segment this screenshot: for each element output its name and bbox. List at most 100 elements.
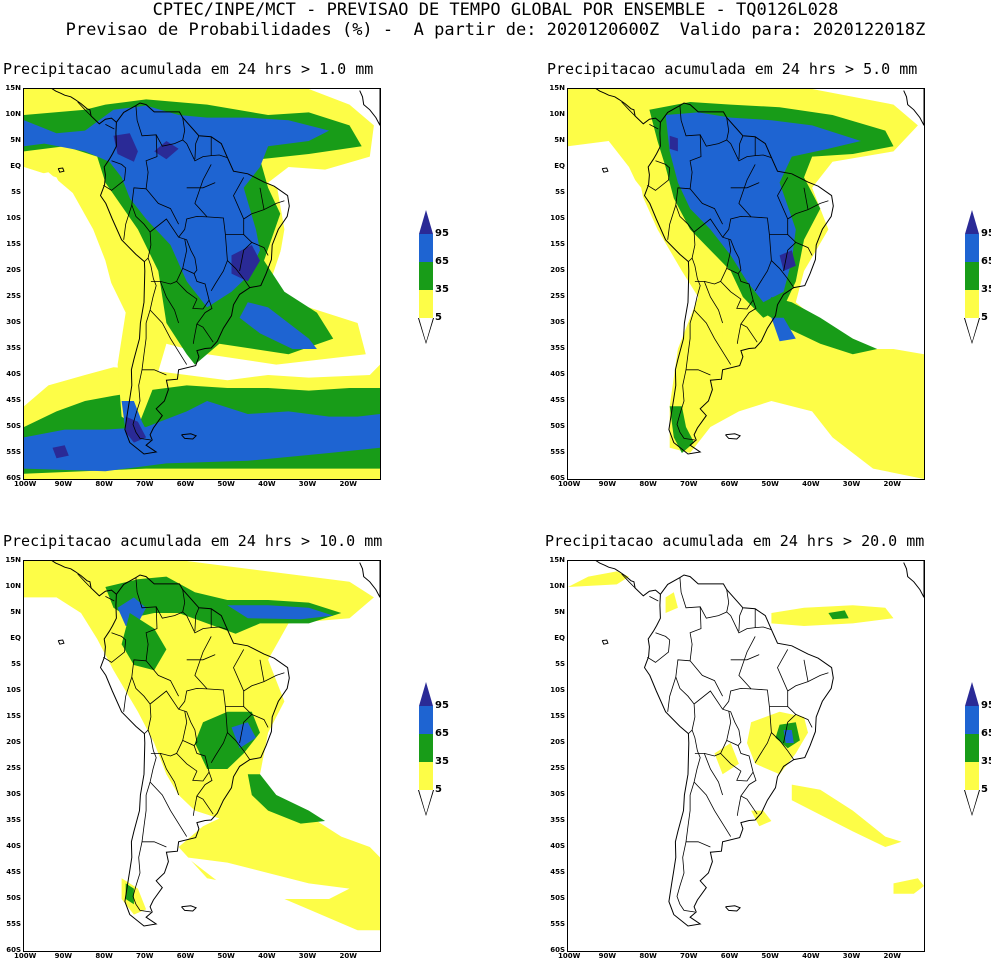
legend-top-arrow — [419, 682, 433, 706]
legend-label: 5 — [981, 312, 988, 323]
lat-tick-label: 20S — [6, 266, 21, 274]
lat-tick-label: 25S — [6, 764, 21, 772]
probability-area-darkblue — [779, 250, 796, 271]
probability-area-blue — [231, 722, 256, 749]
lat-tick-label: 10N — [5, 110, 21, 118]
probability-area-white — [820, 172, 914, 292]
country-border — [699, 134, 727, 147]
country-border — [722, 687, 770, 710]
lon-tick-label: 90W — [598, 480, 617, 488]
country-border — [726, 710, 732, 741]
probability-area-darkblue — [669, 135, 678, 152]
lon-tick-label: 80W — [639, 480, 657, 488]
lat-tick-label: 60S — [550, 946, 565, 954]
color-legend: 95 65 35 5 — [418, 682, 463, 827]
country-border — [259, 187, 265, 210]
lon-tick-label: 70W — [136, 480, 154, 488]
country-border — [196, 299, 214, 343]
legend-label: 35 — [981, 756, 991, 767]
country-border — [676, 257, 701, 441]
lon-tick-label: 40W — [802, 480, 820, 488]
country-border — [259, 659, 265, 682]
country-border — [738, 607, 744, 632]
legend-swatch — [965, 234, 979, 262]
country-border — [196, 771, 214, 815]
legend-label: 5 — [435, 312, 442, 323]
probability-area-green — [669, 406, 695, 453]
legend-swatch — [965, 734, 979, 762]
lon-tick-label: 20W — [883, 480, 901, 488]
country-border — [155, 134, 183, 147]
coastline-feature — [51, 89, 117, 125]
country-border — [647, 160, 671, 191]
country-border — [243, 706, 269, 728]
country-border — [77, 101, 92, 117]
country-border — [135, 105, 158, 189]
country-border — [693, 781, 732, 837]
lon-tick-label: 40W — [258, 480, 276, 488]
country-border — [703, 753, 723, 796]
lat-tick-label: 15S — [550, 240, 565, 248]
lat-tick-label: EQ — [554, 634, 565, 642]
lon-tick-label: 60W — [720, 480, 739, 488]
legend-top-arrow — [965, 682, 979, 706]
probability-area-white — [24, 602, 134, 925]
legend-label: 65 — [435, 728, 449, 739]
probability-area-blue — [227, 605, 334, 620]
coastline-feature — [181, 433, 198, 440]
country-border — [150, 267, 210, 310]
country-border — [186, 182, 216, 189]
probability-area-white — [276, 172, 370, 292]
country-border — [769, 649, 789, 708]
country-border — [787, 200, 829, 220]
coastline — [99, 574, 290, 927]
probability-area-white — [860, 297, 924, 344]
lon-tick-label: 20W — [339, 952, 357, 960]
country-border — [694, 267, 754, 310]
country-border — [132, 729, 157, 913]
lat-tick-label: 10N — [5, 582, 21, 590]
country-border — [243, 200, 285, 220]
country-border — [722, 215, 770, 238]
country-border — [675, 659, 696, 734]
lat-tick-label: 30S — [550, 318, 565, 326]
country-border — [135, 577, 158, 661]
lat-tick-label: 40S — [6, 370, 21, 378]
probability-map — [567, 88, 925, 480]
country-border — [194, 607, 200, 632]
country-border — [754, 234, 772, 292]
lat-tick-label: 10N — [549, 110, 565, 118]
country-border — [703, 281, 723, 324]
country-border — [621, 101, 636, 117]
country-border — [667, 676, 677, 712]
lat-tick-label: 30S — [6, 318, 21, 326]
lat-tick-label: 10S — [550, 686, 565, 694]
country-border — [239, 714, 253, 744]
legend-label: 95 — [435, 228, 449, 239]
probability-area-yellow — [24, 561, 374, 821]
lat-tick-label: 45S — [550, 868, 565, 876]
lon-tick-label: 60W — [720, 952, 739, 960]
lon-tick-label: 50W — [761, 952, 779, 960]
country-border — [667, 204, 677, 240]
country-border — [227, 732, 251, 760]
country-border — [149, 309, 188, 365]
lon-tick-label: 80W — [95, 480, 113, 488]
probability-area-darkblue — [113, 133, 138, 162]
country-border — [771, 732, 795, 760]
header-subtitle: Previsao de Probabilidades (%) - A parti… — [65, 20, 926, 40]
legend-label: 65 — [435, 256, 449, 267]
coastline-feature — [601, 167, 609, 173]
country-border — [649, 124, 659, 130]
color-legend: 95 65 35 5 — [418, 210, 463, 355]
probability-area-blue — [665, 112, 861, 303]
lat-tick-label: 60S — [6, 474, 21, 482]
coastline-feature — [359, 89, 380, 126]
legend-label: 65 — [981, 728, 991, 739]
lat-tick-label: 30S — [550, 790, 565, 798]
probability-area-blue — [239, 302, 317, 349]
country-border — [194, 636, 212, 690]
lat-tick-label: 5N — [10, 136, 21, 144]
panel-title: Precipitacao acumulada em 24 hrs > 10.0 … — [3, 532, 383, 550]
coastline — [99, 102, 290, 455]
